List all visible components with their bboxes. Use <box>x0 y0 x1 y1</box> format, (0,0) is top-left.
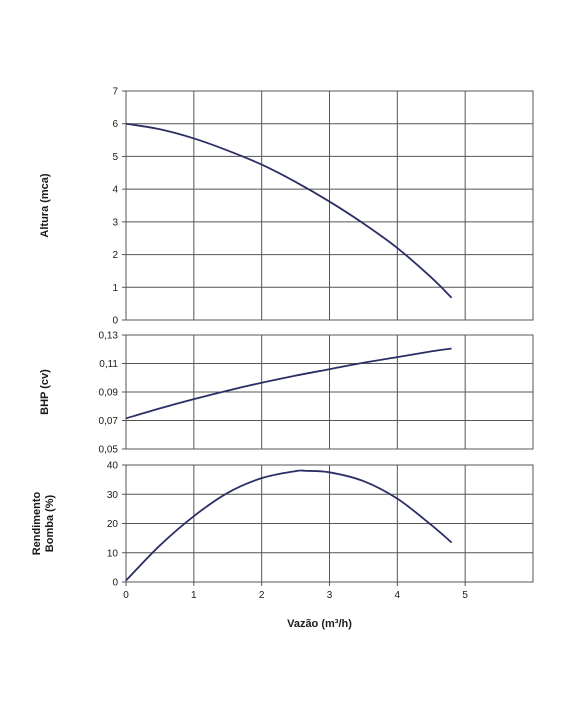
y-tick-label: 4 <box>112 185 118 196</box>
y-tick-label: 0,05 <box>99 445 119 456</box>
x-tick-label: 4 <box>395 590 401 601</box>
x-tick-label: 0 <box>123 590 129 601</box>
y-axis-title-line-1: Rendimento <box>31 491 43 555</box>
y-tick-label: 40 <box>107 461 119 472</box>
y-tick-label: 0 <box>112 316 118 327</box>
panel-2: 0,05 0,07 0,09 0,11 0,13 BHP (cv) <box>39 331 534 456</box>
y-tick-label: 5 <box>112 152 118 163</box>
y-tick-label: 20 <box>107 519 119 530</box>
y-tick-label: 10 <box>107 548 119 559</box>
y-tick-label: 0 <box>112 578 118 589</box>
panel-1: 0 1 2 3 4 5 6 7 Altura (mca) <box>39 87 534 327</box>
y-tick-label: 6 <box>112 119 118 130</box>
y-tick-label: 0,11 <box>99 359 118 370</box>
y-tick-label: 0,09 <box>99 388 119 399</box>
x-tick-label: 3 <box>327 590 333 601</box>
y-tick-label: 0,13 <box>99 331 119 342</box>
y-tick-label: 30 <box>107 490 119 501</box>
series-line-2-0 <box>125 347 452 420</box>
series-line-3-0 <box>125 469 453 582</box>
y-axis-title-line-2: Bomba (%) <box>44 494 56 552</box>
x-tick-label: 5 <box>462 590 468 601</box>
series-line-1-0 <box>125 122 453 299</box>
x-axis-title: Vazão (m³/h) <box>287 618 352 630</box>
y-tick-label: 3 <box>112 217 118 228</box>
y-axis-title: RendimentoBomba (%) <box>31 491 56 555</box>
plot-frame <box>125 334 534 450</box>
y-tick-label: 7 <box>112 87 118 98</box>
y-tick-label: 1 <box>112 283 118 294</box>
x-tick-label: 2 <box>259 590 265 601</box>
x-tick-label: 1 <box>191 590 197 601</box>
plot-frame <box>125 90 534 321</box>
y-axis-title: Altura (mca) <box>39 173 51 238</box>
y-tick-label: 0,07 <box>99 416 119 427</box>
panel-3: 0 10 20 30 40 0 1 2 3 4 5 RendimentoBomba (%) Vazão … <box>31 461 534 630</box>
y-tick-label: 2 <box>112 250 118 261</box>
y-axis-title: BHP (cv) <box>39 369 51 415</box>
